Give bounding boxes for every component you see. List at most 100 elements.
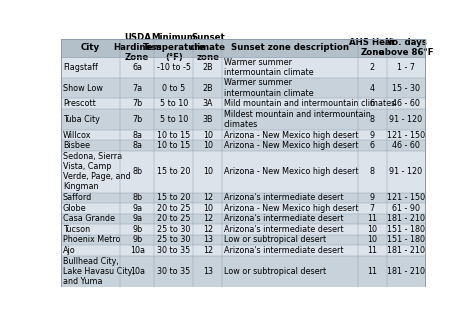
Text: Warmer summer
intermountain climate: Warmer summer intermountain climate bbox=[224, 57, 314, 77]
Text: 61 - 90: 61 - 90 bbox=[392, 204, 420, 213]
Text: 5 to 10: 5 to 10 bbox=[160, 99, 188, 108]
Text: 11: 11 bbox=[367, 214, 377, 224]
Bar bbox=[61, 39, 425, 57]
Text: Arizona - New Mexico high desert: Arizona - New Mexico high desert bbox=[224, 167, 358, 176]
Text: 30 to 35: 30 to 35 bbox=[157, 267, 191, 276]
Text: Low or subtropical desert: Low or subtropical desert bbox=[224, 267, 326, 276]
Text: Low or subtropical desert: Low or subtropical desert bbox=[224, 235, 326, 245]
Text: 8a: 8a bbox=[132, 141, 142, 150]
Text: 3B: 3B bbox=[202, 115, 213, 124]
Text: 46 - 60: 46 - 60 bbox=[392, 141, 419, 150]
Text: Arizona's intermediate desert: Arizona's intermediate desert bbox=[224, 214, 344, 224]
Text: 10: 10 bbox=[203, 167, 213, 176]
Bar bbox=[61, 109, 425, 130]
Bar bbox=[61, 151, 425, 193]
Bar bbox=[61, 203, 425, 214]
Text: 12: 12 bbox=[203, 246, 213, 255]
Text: Bisbee: Bisbee bbox=[63, 141, 90, 150]
Text: Casa Grande: Casa Grande bbox=[63, 214, 115, 224]
Bar bbox=[61, 214, 425, 224]
Bar bbox=[61, 255, 425, 287]
Text: 9: 9 bbox=[370, 193, 375, 203]
Bar bbox=[61, 99, 425, 109]
Text: 12: 12 bbox=[203, 214, 213, 224]
Text: 9: 9 bbox=[370, 130, 375, 140]
Text: 6a: 6a bbox=[132, 63, 142, 72]
Text: AHS Heat
Zone: AHS Heat Zone bbox=[349, 38, 395, 57]
Text: 13: 13 bbox=[203, 235, 213, 245]
Text: Mild mountain and intermountain climates: Mild mountain and intermountain climates bbox=[224, 99, 395, 108]
Text: 11: 11 bbox=[367, 246, 377, 255]
Text: 20 to 25: 20 to 25 bbox=[157, 204, 191, 213]
Text: 91 - 120: 91 - 120 bbox=[389, 167, 422, 176]
Text: Phoenix Metro: Phoenix Metro bbox=[63, 235, 120, 245]
Text: 0 to 5: 0 to 5 bbox=[162, 84, 185, 92]
Text: 20 to 25: 20 to 25 bbox=[157, 214, 191, 224]
Text: Tucson: Tucson bbox=[63, 225, 90, 234]
Text: 9b: 9b bbox=[132, 235, 142, 245]
Text: 7: 7 bbox=[370, 204, 375, 213]
Text: 8: 8 bbox=[370, 167, 375, 176]
Text: 10a: 10a bbox=[130, 267, 145, 276]
Text: Bullhead City,
Lake Havasu City,
and Yuma: Bullhead City, Lake Havasu City, and Yum… bbox=[63, 257, 135, 286]
Text: Show Low: Show Low bbox=[63, 84, 103, 92]
Text: 181 - 210: 181 - 210 bbox=[387, 246, 425, 255]
Text: Arizona - New Mexico high desert: Arizona - New Mexico high desert bbox=[224, 130, 358, 140]
Text: 15 - 30: 15 - 30 bbox=[392, 84, 420, 92]
Text: Globe: Globe bbox=[63, 204, 87, 213]
Text: 2B: 2B bbox=[202, 84, 213, 92]
Text: Arizona's intermediate desert: Arizona's intermediate desert bbox=[224, 225, 344, 234]
Text: 6: 6 bbox=[370, 141, 375, 150]
Text: 12: 12 bbox=[203, 193, 213, 203]
Text: USDA
Hardiness
Zone: USDA Hardiness Zone bbox=[113, 33, 162, 62]
Text: 10: 10 bbox=[203, 141, 213, 150]
Text: 9a: 9a bbox=[132, 204, 142, 213]
Text: Warmer summer
intermountain climate: Warmer summer intermountain climate bbox=[224, 78, 314, 98]
Bar bbox=[61, 130, 425, 141]
Text: Ajo: Ajo bbox=[63, 246, 76, 255]
Bar bbox=[61, 224, 425, 234]
Bar bbox=[61, 234, 425, 245]
Text: Arizona - New Mexico high desert: Arizona - New Mexico high desert bbox=[224, 204, 358, 213]
Text: Minimum
Temperature
(°F): Minimum Temperature (°F) bbox=[143, 33, 205, 62]
Text: 7a: 7a bbox=[132, 84, 142, 92]
Text: 12: 12 bbox=[203, 225, 213, 234]
Text: 151 - 180: 151 - 180 bbox=[387, 235, 425, 245]
Text: 10: 10 bbox=[203, 130, 213, 140]
Text: 3A: 3A bbox=[202, 99, 213, 108]
Text: 15 to 20: 15 to 20 bbox=[157, 167, 191, 176]
Text: 10 to 15: 10 to 15 bbox=[157, 141, 191, 150]
Text: Flagstaff: Flagstaff bbox=[63, 63, 98, 72]
Text: 181 - 210: 181 - 210 bbox=[387, 267, 425, 276]
Text: 9b: 9b bbox=[132, 225, 142, 234]
Text: Arizona's intermediate desert: Arizona's intermediate desert bbox=[224, 246, 344, 255]
Text: 181 - 210: 181 - 210 bbox=[387, 214, 425, 224]
Text: 8b: 8b bbox=[132, 167, 142, 176]
Text: Arizona - New Mexico high desert: Arizona - New Mexico high desert bbox=[224, 141, 358, 150]
Text: 2B: 2B bbox=[202, 63, 213, 72]
Text: Willcox: Willcox bbox=[63, 130, 91, 140]
Bar bbox=[61, 141, 425, 151]
Bar bbox=[61, 193, 425, 203]
Text: Safford: Safford bbox=[63, 193, 92, 203]
Text: 25 to 30: 25 to 30 bbox=[157, 225, 191, 234]
Text: 7b: 7b bbox=[132, 115, 142, 124]
Text: 6: 6 bbox=[370, 99, 375, 108]
Bar bbox=[61, 78, 425, 99]
Text: 9a: 9a bbox=[132, 214, 142, 224]
Text: -10 to -5: -10 to -5 bbox=[157, 63, 191, 72]
Text: 10 to 15: 10 to 15 bbox=[157, 130, 191, 140]
Text: 10: 10 bbox=[203, 204, 213, 213]
Text: 5 to 10: 5 to 10 bbox=[160, 115, 188, 124]
Bar bbox=[61, 57, 425, 78]
Text: 11: 11 bbox=[367, 267, 377, 276]
Text: 4: 4 bbox=[370, 84, 375, 92]
Text: Tuba City: Tuba City bbox=[63, 115, 100, 124]
Text: 8a: 8a bbox=[132, 130, 142, 140]
Text: 91 - 120: 91 - 120 bbox=[389, 115, 422, 124]
Text: 8b: 8b bbox=[132, 193, 142, 203]
Text: City: City bbox=[81, 43, 100, 52]
Text: Sunset zone description: Sunset zone description bbox=[231, 43, 349, 52]
Text: 30 to 35: 30 to 35 bbox=[157, 246, 191, 255]
Text: 10a: 10a bbox=[130, 246, 145, 255]
